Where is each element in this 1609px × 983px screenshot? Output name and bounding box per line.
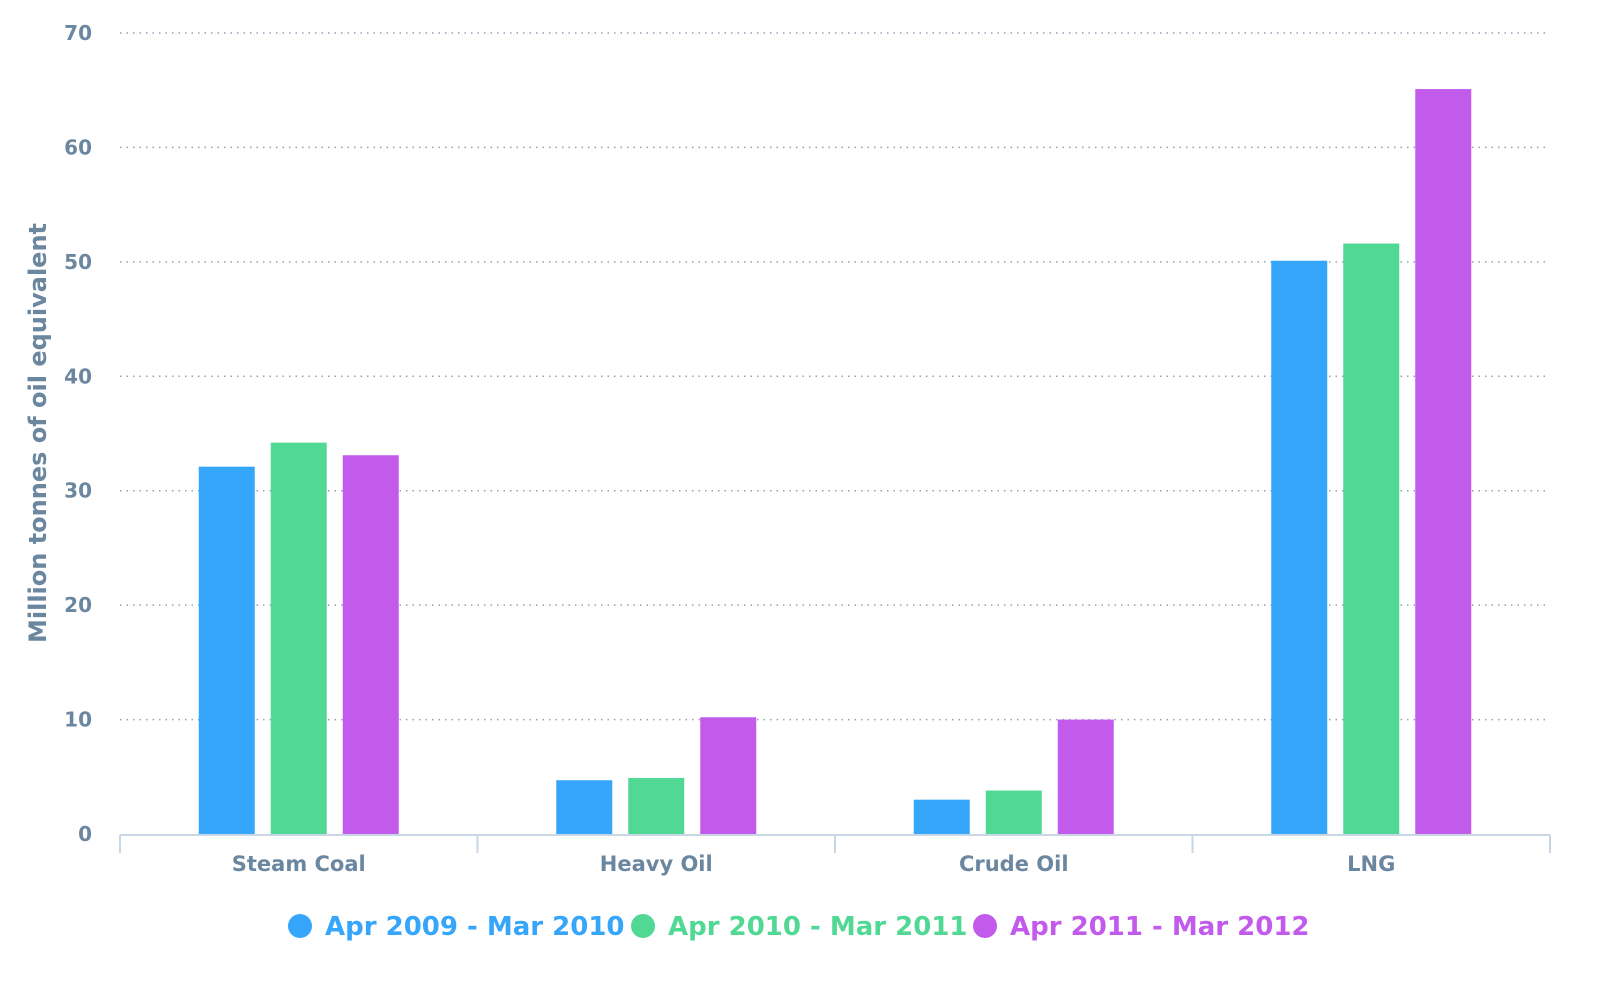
bar[interactable] xyxy=(1057,719,1114,834)
bar[interactable] xyxy=(913,799,970,834)
bar[interactable] xyxy=(1415,89,1472,834)
bar[interactable] xyxy=(985,790,1042,834)
y-tick-label: 50 xyxy=(64,250,92,274)
bar[interactable] xyxy=(342,455,399,834)
bar[interactable] xyxy=(556,780,613,834)
legend-marker xyxy=(288,914,312,938)
y-tick-label: 20 xyxy=(64,593,92,617)
x-tick-label: LNG xyxy=(1347,852,1395,876)
y-tick-label: 60 xyxy=(64,135,92,159)
legend-marker xyxy=(631,914,655,938)
y-axis-title: Million tonnes of oil equivalent xyxy=(24,223,52,643)
legend-label: Apr 2011 - Mar 2012 xyxy=(1010,912,1310,942)
bar[interactable] xyxy=(1343,243,1400,834)
x-tick-label: Crude Oil xyxy=(959,852,1069,876)
bar[interactable] xyxy=(700,717,757,834)
bars xyxy=(198,89,1472,834)
x-tick-label: Heavy Oil xyxy=(600,852,713,876)
bar[interactable] xyxy=(628,777,685,834)
bar[interactable] xyxy=(270,442,327,834)
y-axis-ticks: 0 10 20 30 40 50 60 70 xyxy=(64,21,92,846)
y-tick-label: 40 xyxy=(64,364,92,388)
y-tick-label: 70 xyxy=(64,21,92,45)
legend-label: Apr 2009 - Mar 2010 xyxy=(325,912,625,942)
legend-marker xyxy=(973,914,997,938)
bar[interactable] xyxy=(1271,260,1328,834)
legend-item[interactable]: Apr 2010 - Mar 2011 xyxy=(631,912,968,942)
x-tick-label: Steam Coal xyxy=(232,852,366,876)
bar[interactable] xyxy=(198,466,255,834)
grid-lines xyxy=(120,32,1550,721)
y-tick-label: 0 xyxy=(78,822,92,846)
legend-item[interactable]: Apr 2011 - Mar 2012 xyxy=(973,912,1310,942)
legend: Apr 2009 - Mar 2010 Apr 2010 - Mar 2011 Ap… xyxy=(288,912,1310,942)
legend-item[interactable]: Apr 2009 - Mar 2010 xyxy=(288,912,625,942)
legend-label: Apr 2010 - Mar 2011 xyxy=(668,912,968,942)
y-tick-label: 30 xyxy=(64,479,92,503)
x-axis: Steam Coal Heavy Oil Crude Oil LNG xyxy=(119,834,1551,876)
y-tick-label: 10 xyxy=(64,708,92,732)
